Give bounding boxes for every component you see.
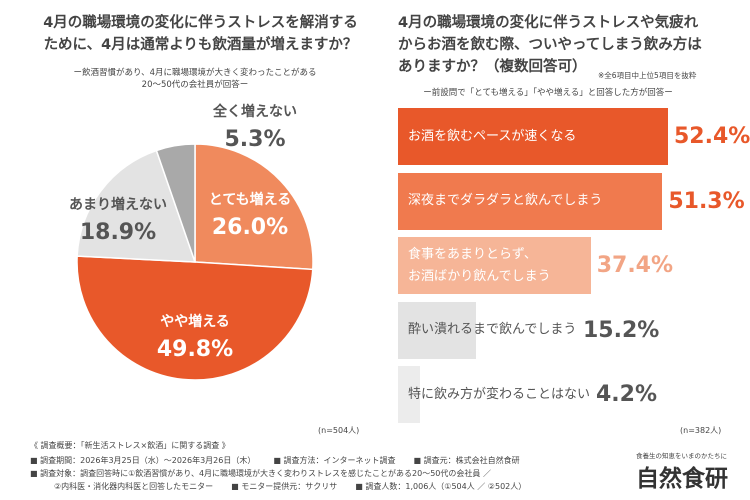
slice-label: 全く増えない <box>212 103 297 120</box>
bar <box>398 172 663 230</box>
bar-value: 51.3% <box>668 188 745 214</box>
logo-tagline: 食養生の知恵をいまのかたちに <box>636 452 727 460</box>
footer-text: ■ 調査対象：調査回答時に①飲酒習慣があり、4月に職場環境が大きく変わりストレス… <box>30 469 491 478</box>
slice-value: 18.9% <box>80 220 156 245</box>
footer-text: ■ 調査人数：1,006人（①504人 ／ ②502人） <box>355 482 527 491</box>
logo-name: 自然食研 <box>636 466 728 492</box>
slice-value: 49.8% <box>157 337 233 362</box>
bar-annotation: ※全6項目中上位5項目を抜粋 <box>598 71 697 80</box>
bar-value: 15.2% <box>583 317 660 343</box>
bar-chart: お酒を飲むペースが速くなる 52.4% 深夜までダラダラと飲んでしまう 51.3% 食事… <box>398 108 750 423</box>
bar-category: 特に飲み方が変わることはない <box>408 386 591 402</box>
bar-category: お酒を飲むペースが速くなる <box>408 128 577 144</box>
footer-text: ■ モニター提供元：サクリサ <box>231 482 338 491</box>
footer-text: ②内科医・消化器内科医と回答したモニター <box>54 482 214 491</box>
bar-category: 酔い潰れるまで飲んでしまう <box>408 322 577 337</box>
slice-value: 26.0% <box>212 215 288 240</box>
bar-value: 37.4% <box>596 253 674 278</box>
bar <box>398 301 477 359</box>
bar-note: (n=382人) <box>680 426 722 435</box>
slice-label: とても増える <box>209 191 291 208</box>
bar <box>398 108 668 165</box>
pie-chart: とても増える 26.0% やや増える 49.8% あまり増えない 18.9% 全く増えない 5… <box>69 103 314 381</box>
footer-text: ■ 調査元：株式会社自然食研 <box>413 456 520 465</box>
footer-text: ■ 調査期間：2026年3月25日（水）～2026年3月26日（木） <box>30 456 256 465</box>
pie-slice <box>155 143 196 263</box>
bar-title: 4月の職場環境の変化に伴うストレスや気疲れ からお酒を飲む際、ついやってしまう飲… <box>398 15 702 75</box>
bar-value: 52.4% <box>674 124 750 149</box>
footer-text: ■ 調査方法：インターネット調査 <box>273 456 396 465</box>
slice-value: 5.3% <box>224 127 285 152</box>
pie-title: 4月の職場環境の変化に伴うストレスを解消する ために、4月は通常よりも飲酒量が増… <box>43 15 358 53</box>
footer-heading: 《 調査概要：「新生活ストレス×飲酒」に関する調査 》 <box>30 441 230 450</box>
bar-value: 4.2% <box>596 382 658 407</box>
bar-category: 深夜までダラダラと飲んでしまう <box>408 193 603 208</box>
bar <box>398 237 591 294</box>
pie-slice <box>76 255 314 381</box>
bar-category: 食事をあまりとらず、 お酒ばかり飲んでしまう <box>408 246 551 284</box>
pie-subtitle: ー飲酒習慣があり、4月に職場環境が大きく変わったことがある 20～50代の会社員… <box>73 68 317 90</box>
pie-note: (n=504人) <box>318 426 360 435</box>
slice-label: あまり増えない <box>69 196 167 213</box>
bar <box>398 366 420 423</box>
bar-subtitle: ー前設問で「とても増える」「やや増える」と回答した方が回答ー <box>423 88 673 98</box>
slice-label: やや増える <box>160 313 230 330</box>
pie-slice <box>194 143 314 271</box>
